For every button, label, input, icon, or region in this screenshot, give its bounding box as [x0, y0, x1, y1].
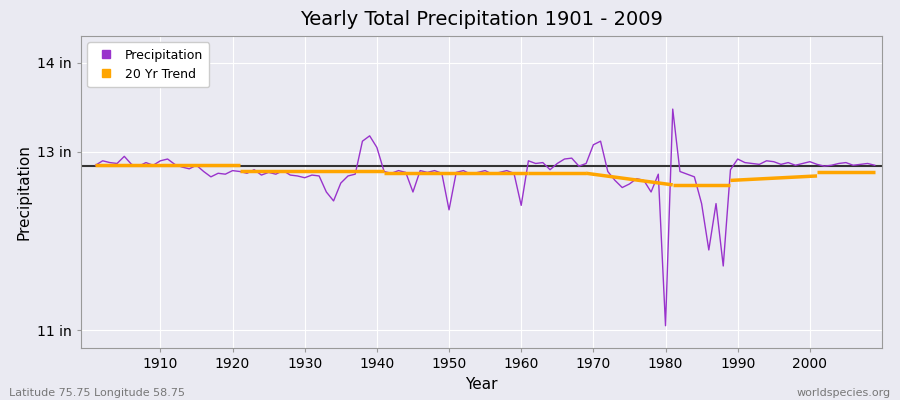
Y-axis label: Precipitation: Precipitation [17, 144, 32, 240]
Legend: Precipitation, 20 Yr Trend: Precipitation, 20 Yr Trend [87, 42, 209, 87]
Title: Yearly Total Precipitation 1901 - 2009: Yearly Total Precipitation 1901 - 2009 [300, 10, 663, 29]
Text: Latitude 75.75 Longitude 58.75: Latitude 75.75 Longitude 58.75 [9, 388, 185, 398]
X-axis label: Year: Year [465, 376, 498, 392]
Text: worldspecies.org: worldspecies.org [796, 388, 891, 398]
